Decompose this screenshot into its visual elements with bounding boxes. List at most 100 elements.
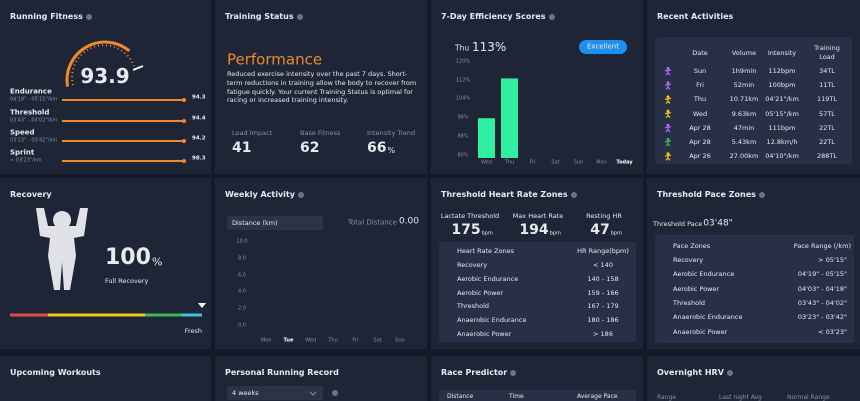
stat-label: Resting HR [586, 211, 622, 220]
card-title: Upcoming Workouts [10, 368, 101, 377]
graphics [298, 192, 317, 226]
x-tick-label: Today [616, 159, 633, 166]
x-tick-label: Thu [328, 337, 338, 344]
column-header: HR Range(bpm) [577, 246, 629, 255]
cell: 5.43km [731, 137, 757, 146]
info-icon [571, 192, 577, 198]
bar [500, 78, 519, 158]
activity-icon [664, 140, 672, 147]
y-tick-label: 2.0 [238, 305, 246, 312]
total-value: 0.00 [398, 216, 419, 227]
table-header-bg [439, 390, 636, 401]
badge-text: Excellent [587, 42, 619, 51]
unit: 03'48" [703, 218, 733, 229]
cell: Apr 28 [689, 137, 711, 146]
cell: 22TL [819, 137, 835, 146]
column-header: Range [657, 394, 677, 401]
cell: 34TL [819, 66, 835, 75]
graphics [727, 370, 733, 376]
status: Performance [227, 50, 323, 69]
stat-label: Load Impact [232, 128, 273, 137]
efficiency-card: 7-Day Efficiency Scores Thu 113% Excellent 1… [431, 0, 643, 174]
dropdown-text: Distance (km) [232, 218, 278, 227]
cell: 27.00km [729, 151, 759, 160]
stat-label: Base Fitness [300, 128, 341, 137]
x-tick-label: Sun [573, 159, 584, 166]
y-tick-label: 0.0 [238, 322, 246, 329]
zone-range: > 186 [593, 329, 613, 338]
activity-icon [664, 112, 672, 119]
figure-head [53, 211, 72, 229]
metric-name: Speed [10, 128, 35, 137]
race-predictor-card: Race Predictor Distance Time Average Pace [431, 356, 643, 401]
info-icon [297, 14, 303, 20]
card-title: Threshold Heart Rate Zones [441, 190, 568, 199]
stat-value: 175 [451, 222, 481, 238]
metric-range: 04'19" - 05'15"/km [10, 96, 58, 103]
activity-icon [664, 126, 672, 133]
unit: bpm [610, 230, 622, 237]
y-tick-label: 104% [455, 95, 471, 102]
gauge-needle [132, 65, 144, 71]
x-tick-label: Tue [283, 337, 294, 344]
cell: Thu [693, 95, 707, 104]
x-tick-label: Thu [504, 159, 515, 166]
figure-body [36, 208, 88, 290]
cell: 9.63km [731, 109, 757, 118]
y-tick-label: 80% [457, 152, 469, 159]
cell: 11TL [819, 80, 835, 89]
metric-value: 94.2 [192, 135, 206, 142]
activity-icon [664, 154, 672, 161]
cell: 288TL [817, 151, 837, 160]
info-icon [549, 14, 555, 20]
column-header: Training Load [814, 44, 840, 61]
card-title: Race Predictor [441, 368, 508, 377]
training-status-card: Training Status Performance Reduced exerci… [215, 0, 427, 174]
cell: Wed [692, 109, 708, 118]
dropdown[interactable] [227, 216, 323, 230]
zone-name: Threshold [457, 302, 490, 311]
card-title: Personal Running Record [225, 368, 339, 377]
card-title: Overnight HRV [657, 368, 724, 377]
column-header: Heart Rate Zones [457, 246, 515, 255]
zone-name: Aerobic Endurance [457, 274, 519, 283]
card-title: Threshold Pace Zones [657, 190, 756, 199]
column-header: Normal Range [787, 394, 830, 401]
stat-value: 47 [590, 222, 610, 238]
zone-name: Aerobic Power [457, 288, 504, 297]
zone-range: > 05'15" [818, 255, 847, 264]
unit: bpm [481, 230, 493, 237]
stat-label: Intensity Trend [367, 128, 416, 137]
x-tick-label: Fri [352, 337, 359, 344]
x-tick-label: Mon [596, 159, 607, 166]
stat-value: 62 [300, 140, 320, 156]
fitness-score: 93.9 [80, 64, 130, 88]
x-tick-label: Sat [551, 159, 560, 166]
zone-range: < 03'23" [818, 327, 847, 336]
dropdown[interactable] [227, 386, 323, 400]
zone-name: Anaerobic Endurance [673, 312, 743, 321]
cell: 112bpm [768, 66, 796, 75]
activity-icon [664, 97, 672, 104]
metric-name: Threshold [10, 108, 50, 117]
activity-icon [666, 109, 670, 113]
graphics [62, 14, 186, 163]
metric-range: 03'43" - 04'02"/km [10, 117, 58, 124]
metric-value: 98.3 [192, 155, 206, 162]
unit: % [387, 146, 396, 155]
column-header: Volume [731, 48, 757, 57]
stat-value: 66 [367, 140, 387, 156]
zone-range: 03'23" - 03'42" [797, 312, 847, 321]
cell: 111bpm [768, 123, 796, 132]
running-fitness-card: Running Fitness 93.9 Endurance 04'19" - 05'… [0, 0, 211, 174]
cell: Fri [696, 80, 704, 89]
recovery-state: Fresh [184, 326, 202, 335]
x-tick-label: Wed [305, 337, 317, 344]
x-tick-label: Wed [481, 159, 492, 166]
metric-name: Endurance [10, 87, 52, 96]
column-header: Pace Range (/km) [793, 241, 851, 250]
activity-icon [664, 83, 672, 90]
cell: 05'15"/km [765, 109, 799, 118]
column-header: Pace Zones [673, 241, 711, 250]
